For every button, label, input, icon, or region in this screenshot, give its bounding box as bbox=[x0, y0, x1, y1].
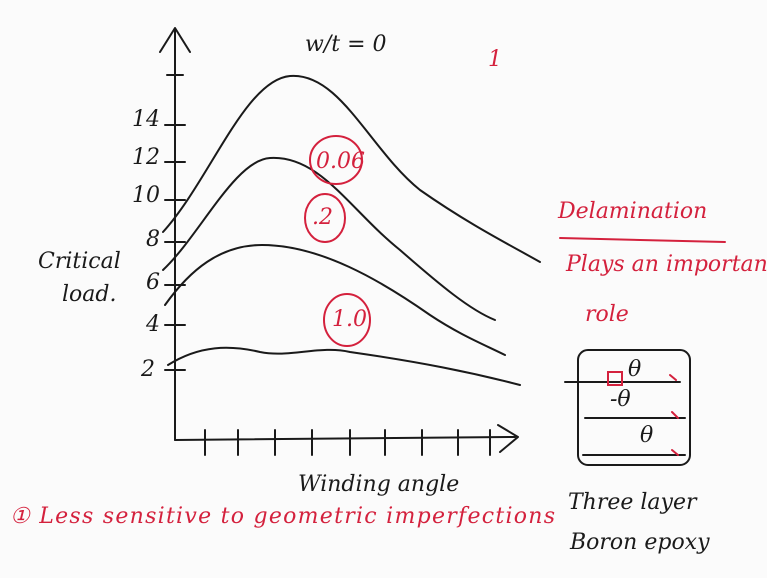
y-tick-label: 2 bbox=[140, 357, 155, 382]
x-axis bbox=[175, 425, 518, 452]
y-tick-label: 4 bbox=[145, 312, 160, 337]
note-title: Delamination bbox=[557, 199, 707, 224]
x-axis-label: Winding angle bbox=[298, 472, 459, 497]
layer-label: -θ bbox=[610, 387, 631, 412]
curve-label: 0.06 bbox=[316, 149, 365, 174]
y-tick-label: 6 bbox=[146, 270, 160, 295]
top-label: w/t = 0 bbox=[305, 32, 387, 57]
y-tick-label: 8 bbox=[146, 227, 160, 252]
y-axis-label: Critical bbox=[38, 249, 121, 274]
y-tick-label: 10 bbox=[132, 183, 160, 208]
note-body: role bbox=[585, 302, 629, 327]
y-tick-label: 12 bbox=[132, 145, 160, 170]
y-tick-label: 14 bbox=[132, 107, 160, 132]
y-axis-label: load. bbox=[62, 282, 116, 307]
curve-label: .2 bbox=[312, 205, 333, 230]
layer-label: θ bbox=[640, 423, 653, 448]
layer-caption: Three layer bbox=[568, 490, 698, 515]
curve bbox=[165, 245, 505, 355]
curve bbox=[168, 348, 520, 385]
whiteboard: w/t = 0 1 0.06 .2 1.0 Critical load. 14 … bbox=[0, 0, 767, 578]
underline bbox=[560, 238, 725, 242]
x-ticks bbox=[205, 430, 490, 455]
curve-label: 1.0 bbox=[332, 307, 367, 332]
y-axis bbox=[160, 28, 190, 440]
footnote: ① Less sensitive to geometric imperfecti… bbox=[10, 504, 555, 529]
layer-label: θ bbox=[628, 357, 641, 382]
page-number: 1 bbox=[488, 47, 502, 72]
layer-caption: Boron epoxy bbox=[569, 530, 710, 555]
note-body: Plays an important bbox=[565, 252, 767, 277]
